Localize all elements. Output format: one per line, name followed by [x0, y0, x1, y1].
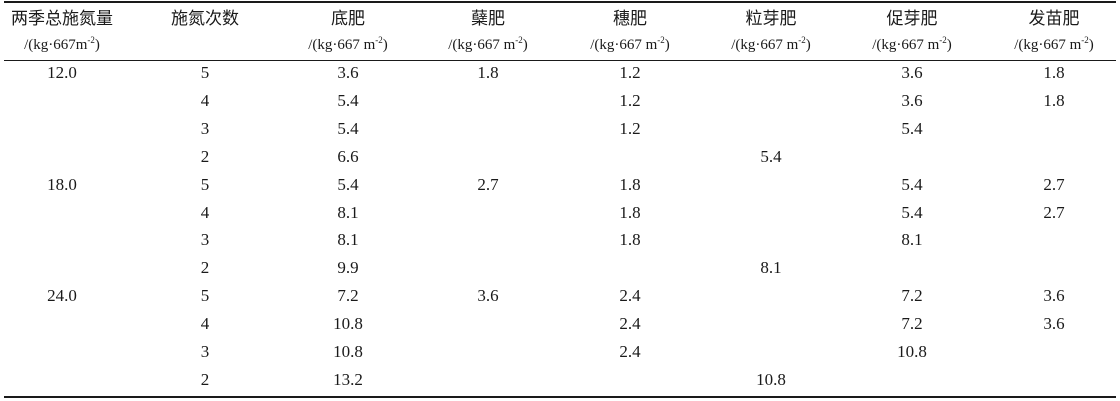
- cell-bud-promoting-fertilizer: 5.4: [901, 174, 923, 194]
- cell-panicle-fertilizer: 1.2: [619, 63, 641, 82]
- header-bud-promoting-fertilizer: 促芽肥: [886, 9, 938, 28]
- header-base-fertilizer: 底肥: [331, 9, 365, 28]
- cell-base-fertilizer: 5.4: [337, 174, 359, 194]
- cell-panicle-fertilizer: 2.4: [619, 286, 641, 306]
- cell-base-fertilizer: 13.2: [333, 369, 363, 389]
- cell-seedling-fertilizer: 3.6: [1043, 286, 1065, 306]
- cell-total-nitrogen: 24.0: [47, 286, 77, 306]
- cell-tiller-fertilizer: 2.7: [477, 174, 499, 194]
- cell-bud-promoting-fertilizer: 3.6: [901, 63, 923, 82]
- cell-seedling-fertilizer: 1.8: [1043, 63, 1065, 82]
- cell-base-fertilizer: 10.8: [333, 342, 363, 361]
- cell-bud-promoting-fertilizer: 7.2: [901, 314, 923, 334]
- cell-application-count: 4: [200, 90, 210, 110]
- cell-base-fertilizer: 5.4: [337, 90, 359, 110]
- header-unit-tiller-fertilizer: /(kg·667 m-2): [448, 35, 528, 54]
- cell-panicle-fertilizer: 1.8: [619, 202, 641, 222]
- header-rule: [4, 60, 1116, 61]
- cell-base-fertilizer: 9.9: [337, 258, 359, 278]
- cell-bud-promoting-fertilizer: 7.2: [901, 286, 923, 306]
- cell-bud-promoting-fertilizer: 8.1: [901, 230, 923, 250]
- cell-application-count: 3: [200, 230, 210, 250]
- header-unit-grain-bud-fertilizer: /(kg·667 m-2): [731, 35, 811, 54]
- cell-base-fertilizer: 7.2: [337, 286, 359, 306]
- header-panicle-fertilizer: 穗肥: [613, 9, 647, 28]
- top-rule: [4, 1, 1116, 3]
- cell-tiller-fertilizer: 3.6: [477, 286, 499, 306]
- cell-bud-promoting-fertilizer: 3.6: [901, 90, 923, 110]
- cell-application-count: 4: [200, 314, 210, 334]
- cell-application-count: 4: [200, 202, 210, 222]
- cell-base-fertilizer: 8.1: [337, 202, 359, 222]
- cell-grain-bud-fertilizer: 10.8: [756, 369, 786, 389]
- cell-seedling-fertilizer: 1.8: [1043, 90, 1065, 110]
- cell-total-nitrogen: 18.0: [47, 174, 77, 194]
- cell-grain-bud-fertilizer: 8.1: [760, 258, 782, 278]
- cell-grain-bud-fertilizer: 5.4: [760, 146, 782, 166]
- cell-application-count: 3: [200, 342, 210, 361]
- header-tiller-fertilizer: 蘖肥: [471, 9, 505, 28]
- cell-bud-promoting-fertilizer: 5.4: [901, 118, 923, 138]
- header-seedling-fertilizer: 发苗肥: [1028, 9, 1080, 28]
- cell-bud-promoting-fertilizer: 5.4: [901, 202, 923, 222]
- cell-application-count: 5: [200, 174, 210, 194]
- cell-application-count: 2: [200, 369, 210, 389]
- cell-panicle-fertilizer: 2.4: [619, 314, 641, 334]
- cell-seedling-fertilizer: 2.7: [1043, 174, 1065, 194]
- cell-panicle-fertilizer: 1.8: [619, 174, 641, 194]
- cell-total-nitrogen: 12.0: [47, 63, 77, 82]
- cell-seedling-fertilizer: 2.7: [1043, 202, 1065, 222]
- header-grain-bud-fertilizer: 粒芽肥: [745, 9, 797, 28]
- header-total-nitrogen: 两季总施氮量: [11, 9, 113, 28]
- header-unit-total-nitrogen: /(kg·667m-2): [24, 35, 100, 54]
- cell-panicle-fertilizer: 2.4: [619, 342, 641, 361]
- cell-application-count: 3: [200, 118, 210, 138]
- header-unit-bud-promoting-fertilizer: /(kg·667 m-2): [872, 35, 952, 54]
- cell-base-fertilizer: 3.6: [337, 63, 359, 82]
- cell-base-fertilizer: 5.4: [337, 118, 359, 138]
- cell-seedling-fertilizer: 3.6: [1043, 314, 1065, 334]
- cell-panicle-fertilizer: 1.8: [619, 230, 641, 250]
- cell-panicle-fertilizer: 1.2: [619, 118, 641, 138]
- bottom-rule: [4, 396, 1116, 398]
- cell-application-count: 5: [200, 286, 210, 306]
- cell-application-count: 2: [200, 258, 210, 278]
- cell-application-count: 5: [200, 63, 210, 82]
- header-unit-base-fertilizer: /(kg·667 m-2): [308, 35, 388, 54]
- header-application-count: 施氮次数: [171, 9, 239, 28]
- cell-base-fertilizer: 10.8: [333, 314, 363, 334]
- cell-panicle-fertilizer: 1.2: [619, 90, 641, 110]
- cell-base-fertilizer: 8.1: [337, 230, 359, 250]
- cell-application-count: 2: [200, 146, 210, 166]
- cell-bud-promoting-fertilizer: 10.8: [897, 342, 927, 361]
- header-unit-panicle-fertilizer: /(kg·667 m-2): [590, 35, 670, 54]
- header-unit-seedling-fertilizer: /(kg·667 m-2): [1014, 35, 1094, 54]
- cell-tiller-fertilizer: 1.8: [477, 63, 499, 82]
- cell-base-fertilizer: 6.6: [337, 146, 359, 166]
